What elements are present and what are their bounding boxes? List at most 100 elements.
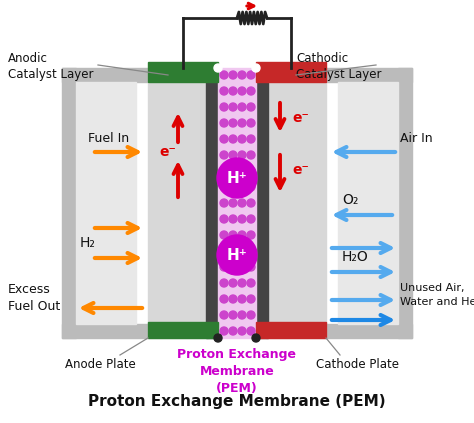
Circle shape (247, 231, 255, 239)
Bar (206, 68, 218, 338)
Text: e⁻: e⁻ (160, 145, 176, 159)
Circle shape (247, 279, 255, 287)
Text: Anodic
Catalyst Layer: Anodic Catalyst Layer (8, 52, 93, 81)
Circle shape (229, 279, 237, 287)
Circle shape (252, 334, 260, 342)
Circle shape (238, 199, 246, 207)
Circle shape (220, 263, 228, 271)
Circle shape (229, 71, 237, 79)
Circle shape (247, 199, 255, 207)
Circle shape (247, 135, 255, 143)
Circle shape (229, 231, 237, 239)
Text: Proton Exchange Membrane (PEM): Proton Exchange Membrane (PEM) (88, 394, 386, 409)
Bar (62, 68, 148, 82)
Circle shape (229, 103, 237, 111)
Circle shape (247, 247, 255, 255)
Text: Proton Exchange
Membrane
(PEM): Proton Exchange Membrane (PEM) (177, 348, 297, 395)
Text: Fuel In: Fuel In (88, 132, 129, 145)
Bar (326, 324, 412, 338)
Circle shape (229, 215, 237, 223)
Circle shape (220, 327, 228, 335)
Bar (148, 322, 218, 338)
Circle shape (229, 199, 237, 207)
Circle shape (229, 295, 237, 303)
Text: H₂: H₂ (80, 236, 96, 250)
Circle shape (229, 183, 237, 191)
Text: Anode Plate: Anode Plate (64, 358, 136, 371)
Circle shape (252, 64, 260, 72)
Circle shape (238, 119, 246, 127)
Circle shape (220, 151, 228, 159)
Text: e⁻: e⁻ (292, 163, 309, 177)
Circle shape (220, 183, 228, 191)
Bar (338, 82, 398, 324)
Circle shape (238, 135, 246, 143)
Circle shape (220, 231, 228, 239)
Circle shape (220, 119, 228, 127)
Circle shape (238, 247, 246, 255)
Circle shape (238, 215, 246, 223)
Circle shape (238, 167, 246, 175)
Circle shape (247, 263, 255, 271)
Bar (256, 322, 326, 338)
Text: Excess
Fuel Out: Excess Fuel Out (8, 283, 60, 313)
Circle shape (238, 87, 246, 95)
Text: Air In: Air In (400, 132, 433, 145)
Circle shape (214, 334, 222, 342)
Circle shape (220, 311, 228, 319)
Circle shape (220, 247, 228, 255)
Circle shape (220, 167, 228, 175)
Bar (62, 68, 76, 338)
Circle shape (238, 183, 246, 191)
Circle shape (229, 247, 237, 255)
Circle shape (247, 71, 255, 79)
Circle shape (238, 279, 246, 287)
Circle shape (247, 327, 255, 335)
Bar (148, 62, 218, 82)
Circle shape (220, 215, 228, 223)
Circle shape (220, 295, 228, 303)
Bar (266, 68, 326, 338)
Circle shape (247, 295, 255, 303)
Circle shape (217, 235, 257, 275)
Circle shape (247, 151, 255, 159)
Text: O₂: O₂ (342, 193, 358, 207)
Circle shape (220, 199, 228, 207)
Bar (148, 68, 208, 338)
Bar (76, 82, 136, 324)
Circle shape (238, 311, 246, 319)
Bar (218, 68, 256, 338)
Text: Unused Air,
Water and Heat: Unused Air, Water and Heat (400, 283, 474, 307)
Circle shape (238, 231, 246, 239)
Circle shape (229, 327, 237, 335)
Circle shape (247, 183, 255, 191)
Circle shape (238, 71, 246, 79)
Circle shape (247, 167, 255, 175)
Circle shape (247, 119, 255, 127)
Text: Cathode Plate: Cathode Plate (317, 358, 400, 371)
Circle shape (247, 87, 255, 95)
Circle shape (238, 263, 246, 271)
Circle shape (238, 151, 246, 159)
Circle shape (229, 263, 237, 271)
Circle shape (229, 167, 237, 175)
Circle shape (220, 135, 228, 143)
Circle shape (229, 151, 237, 159)
Bar (398, 68, 412, 338)
Text: H₂O: H₂O (342, 250, 369, 264)
Circle shape (247, 215, 255, 223)
Circle shape (220, 71, 228, 79)
Circle shape (220, 87, 228, 95)
Text: e⁻: e⁻ (292, 111, 309, 125)
Circle shape (247, 103, 255, 111)
Circle shape (217, 158, 257, 198)
Text: H⁺: H⁺ (227, 170, 247, 186)
Circle shape (247, 311, 255, 319)
Bar (326, 68, 412, 82)
Circle shape (229, 119, 237, 127)
Circle shape (229, 87, 237, 95)
Text: H⁺: H⁺ (227, 247, 247, 263)
Circle shape (238, 327, 246, 335)
Text: Cathodic
Catalyst Layer: Cathodic Catalyst Layer (296, 52, 382, 81)
Circle shape (220, 103, 228, 111)
